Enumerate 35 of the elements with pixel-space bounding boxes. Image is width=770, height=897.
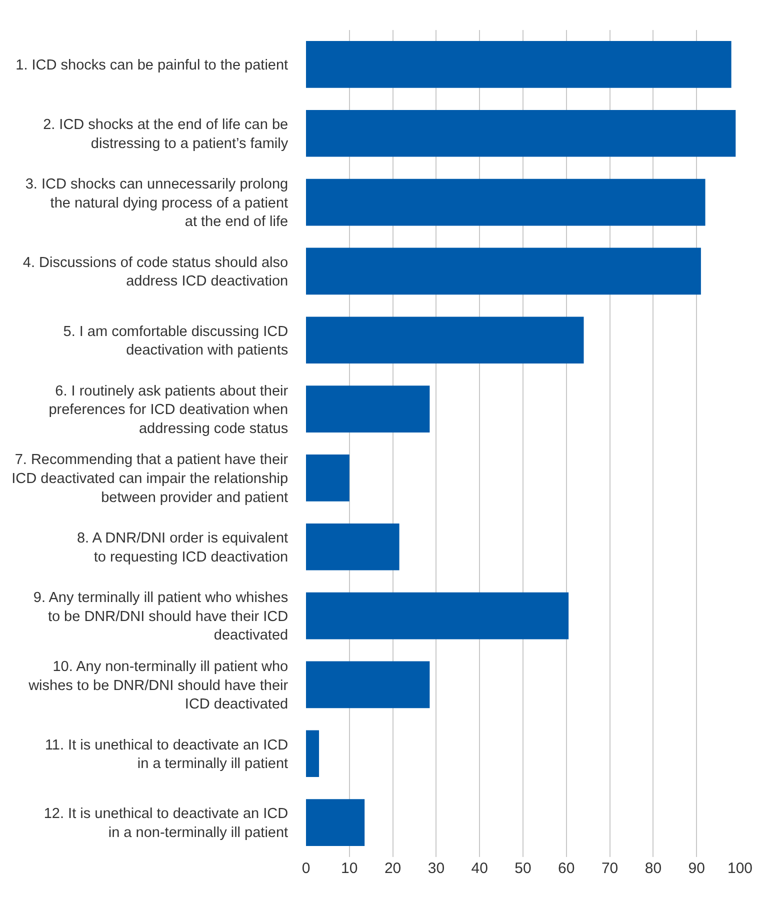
bar — [306, 454, 350, 502]
bar — [306, 110, 736, 157]
y-tick-label: 7. Recommending that a patient have their ICD deactivated can impair the relationship between provider and patient — [12, 452, 288, 506]
y-tick-label: 2. ICD shocks at the end of life can be distressing to a patient’s family — [43, 117, 289, 152]
y-tick-label: 8. A DNR/DNI order is equivalent to requesting ICD deactivation — [76, 530, 288, 566]
x-tick-label: 50 — [514, 860, 532, 877]
x-tick-label: 10 — [341, 860, 358, 877]
x-tick-label: 0 — [302, 860, 310, 877]
y-tick-label: 9. Any terminally ill patient who whishes to be DNR/DNI should have their ICD deactivated — [33, 590, 288, 644]
x-tick-label: 20 — [384, 860, 402, 877]
y-tick-label: 5. I am comfortable discussing ICD deactivation with patients — [63, 324, 288, 359]
bar — [306, 661, 430, 708]
x-tick-label: 40 — [471, 860, 488, 877]
bar — [306, 248, 701, 295]
y-tick-label: 10. Any non-terminally ill patient who wishes to be DNR/DNI should have their ICD deactivated — [28, 658, 288, 713]
y-tick-label: 11. It is unethical to deactivate an ICD in a terminally ill patient — [44, 737, 288, 772]
x-tick-label: 30 — [428, 860, 445, 877]
x-tick-label: 80 — [644, 860, 662, 877]
bar — [306, 730, 320, 778]
x-tick-label: 60 — [558, 860, 575, 877]
bar — [306, 799, 365, 846]
x-tick-label: 90 — [688, 860, 705, 877]
x-tick-label: 70 — [601, 860, 618, 877]
y-tick-label: 3. ICD shocks can unnecessarily prolong the natural dying process of a patient at the end of life — [25, 176, 288, 230]
bar — [306, 386, 430, 432]
bar — [306, 316, 584, 364]
bar — [306, 41, 732, 88]
y-tick-label: 4. Discussions of code status should also address ICD deactivation — [22, 254, 288, 290]
y-tick-label: 1. ICD shocks can be painful to the patient — [16, 58, 288, 74]
bar — [306, 592, 569, 640]
x-tick-label: 100 — [727, 860, 753, 877]
bar — [306, 523, 400, 570]
y-tick-label: 6. I routinely ask patients about their preferences for ICD deativation when addressing code status — [48, 383, 288, 437]
bar — [306, 178, 706, 226]
y-tick-label: 12. It is unethical to deactivate an ICD in a non-terminally ill patient — [44, 806, 288, 842]
